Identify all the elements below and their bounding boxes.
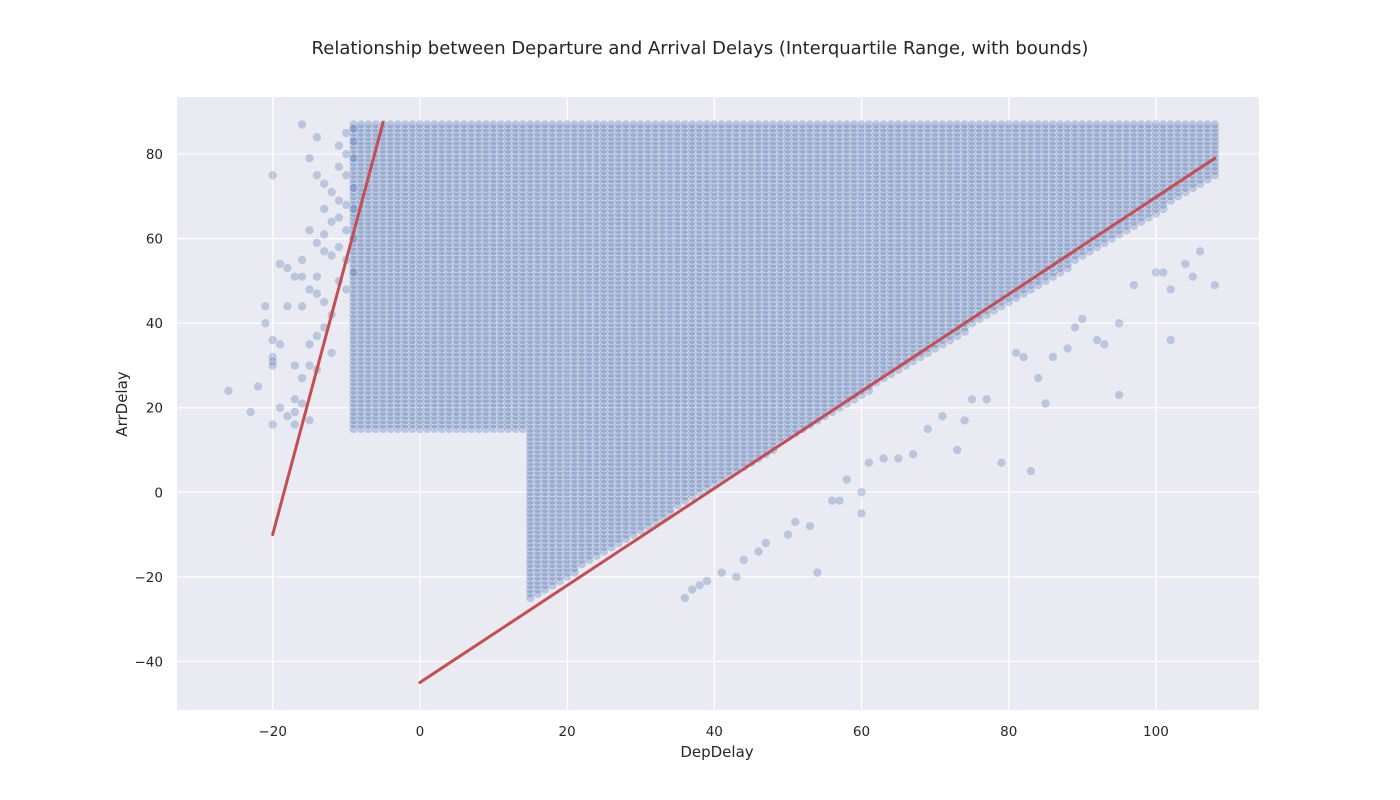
- scatter-point: [370, 322, 381, 333]
- scatter-point: [363, 339, 374, 350]
- scatter-point: [392, 267, 403, 278]
- scatter-point: [385, 267, 396, 278]
- scatter-point: [348, 292, 359, 303]
- scatter-point: [356, 322, 366, 333]
- scatter-point: [392, 385, 403, 396]
- chart-title: Relationship between Departure and Arriv…: [312, 38, 1089, 59]
- scatter-point: [363, 385, 374, 396]
- scatter-point: [356, 267, 366, 278]
- scatter-point: [348, 276, 359, 286]
- scatter-point: [378, 314, 388, 324]
- scatter-point: [385, 314, 396, 324]
- scatter-point: [356, 276, 366, 286]
- scatter-point: [363, 267, 374, 278]
- scatter-point: [392, 119, 403, 130]
- scatter-point: [378, 339, 388, 350]
- scatter-point: [370, 267, 381, 278]
- scatter-point: [392, 314, 403, 324]
- scatter-point: [392, 322, 403, 333]
- scatter-point: [392, 415, 403, 426]
- scatter-point: [348, 322, 359, 333]
- scatter-point: [363, 415, 374, 426]
- scatter-point: [370, 369, 381, 379]
- scatter-point: [392, 369, 403, 379]
- scatter-point: [370, 385, 381, 396]
- scatter-point: [348, 385, 359, 396]
- scatter-point: [348, 314, 359, 324]
- scatter-point: [363, 369, 374, 379]
- scatter-point: [363, 292, 374, 303]
- scatter-point: [378, 276, 388, 286]
- scatter-point: [385, 322, 396, 333]
- scatter-point: [348, 369, 359, 379]
- scatter-point: [356, 339, 366, 350]
- scatter-point: [378, 415, 388, 426]
- scatter-point: [370, 415, 381, 426]
- scatter-point: [348, 339, 359, 350]
- scatter-point: [378, 322, 388, 333]
- scatter-point: [385, 119, 396, 130]
- scatter-point: [400, 415, 411, 426]
- scatter-point: [356, 415, 366, 426]
- scatter-point: [385, 415, 396, 426]
- scatter-point: [370, 292, 381, 303]
- scatter-point: [392, 292, 403, 303]
- scatter-point: [385, 369, 396, 379]
- scatter-point: [356, 385, 366, 396]
- scatter-point: [363, 314, 374, 324]
- scatter-point: [363, 119, 374, 130]
- scatter-point: [348, 415, 359, 426]
- scatter-point: [392, 276, 403, 286]
- scatter-point: [385, 385, 396, 396]
- scatter-point: [356, 292, 366, 303]
- scatter-point: [370, 314, 381, 324]
- scatter-point: [370, 276, 381, 286]
- scatter-point: [378, 385, 388, 396]
- scatter-point: [392, 339, 403, 350]
- scatter-points: [223, 119, 1220, 603]
- scatter-point: [370, 119, 381, 130]
- scatter-point: [378, 267, 388, 278]
- scatter-point: [356, 119, 366, 130]
- scatter-point: [363, 276, 374, 286]
- scatter-point: [385, 339, 396, 350]
- scatter-point: [363, 322, 374, 333]
- scatter-point: [385, 292, 396, 303]
- scatter-point: [356, 369, 366, 379]
- scatter-point: [378, 369, 388, 379]
- scatter-point: [378, 292, 388, 303]
- scatter-point: [356, 314, 366, 324]
- scatter-point: [370, 339, 381, 350]
- scatter-point: [385, 276, 396, 286]
